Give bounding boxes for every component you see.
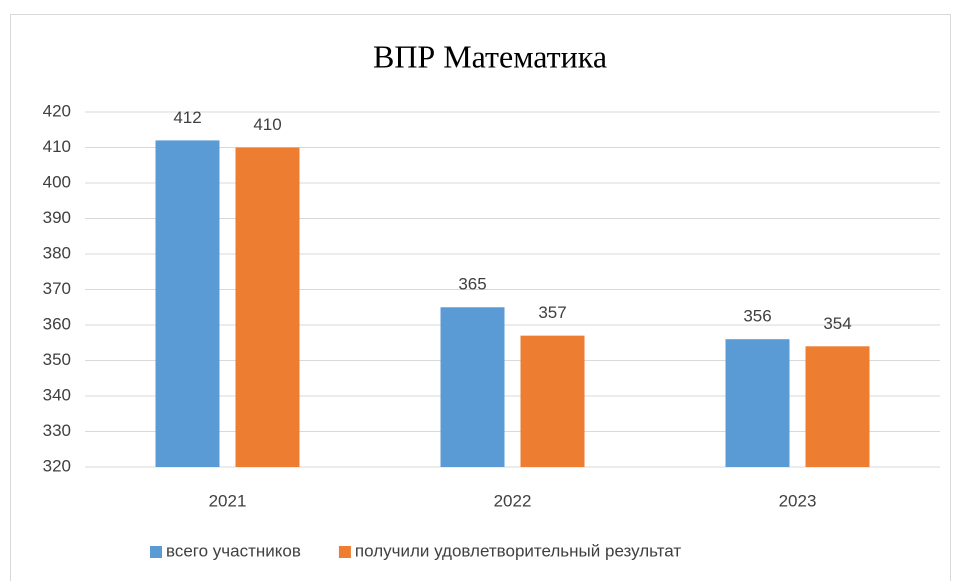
legend-swatch	[338, 546, 351, 558]
x-tick-label: 2022	[494, 491, 532, 510]
bar	[725, 339, 790, 467]
data-label: 410	[253, 115, 281, 134]
y-tick-label: 380	[43, 243, 71, 262]
y-tick-label: 410	[43, 137, 71, 156]
y-tick-label: 390	[43, 208, 71, 227]
y-tick-label: 360	[43, 314, 71, 333]
bar	[235, 147, 300, 467]
y-tick-label: 320	[43, 456, 71, 475]
y-tick-label: 420	[43, 101, 71, 120]
y-tick-label: 400	[43, 172, 71, 191]
legend-label: получили удовлетворительный результат	[355, 541, 681, 560]
y-tick-label: 330	[43, 421, 71, 440]
chart-title: ВПР Математика	[373, 38, 607, 74]
data-label: 356	[743, 307, 771, 326]
x-tick-label: 2021	[209, 491, 247, 510]
data-label: 354	[823, 314, 851, 333]
y-tick-label: 370	[43, 279, 71, 298]
x-tick-label: 2023	[779, 491, 817, 510]
y-tick-label: 340	[43, 385, 71, 404]
data-label: 412	[173, 108, 201, 127]
data-label: 365	[458, 275, 486, 294]
data-label: 357	[538, 303, 566, 322]
bar	[155, 140, 220, 467]
legend-swatch	[150, 546, 162, 558]
bar	[805, 346, 870, 467]
y-tick-label: 350	[43, 350, 71, 369]
legend-label: всего участников	[166, 541, 301, 560]
bar	[520, 335, 585, 467]
bar	[440, 307, 505, 467]
